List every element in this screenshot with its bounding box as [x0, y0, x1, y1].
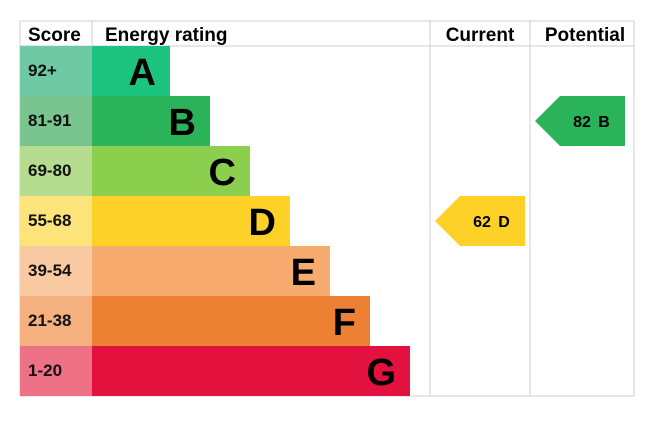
band-letter-d: D — [249, 202, 276, 244]
potential-rating-arrow: 82 B — [535, 96, 625, 146]
current-rating-arrow-value: 62 — [473, 214, 491, 231]
current-rating-arrow-band: D — [498, 214, 510, 231]
score-cell-c — [20, 146, 92, 196]
score-range-c: 69-80 — [28, 161, 71, 180]
header-current: Current — [446, 25, 515, 46]
score-range-g: 1-20 — [28, 361, 62, 380]
potential-rating-arrow-band: B — [598, 114, 610, 131]
band-bar-b — [92, 96, 210, 146]
score-cell-f — [20, 296, 92, 346]
score-cell-b — [20, 96, 92, 146]
header-score: Score — [28, 25, 81, 46]
band-bar-d — [92, 196, 290, 246]
band-letter-b: B — [169, 102, 196, 144]
band-bar-a — [92, 46, 170, 96]
score-cell-e — [20, 246, 92, 296]
score-cell-d — [20, 196, 92, 246]
potential-rating-arrow-shape — [535, 96, 625, 146]
band-bar-f — [92, 296, 370, 346]
score-cell-a — [20, 46, 92, 96]
rating-bands: 92+ A 81-91 B 69-80 C 55-68 D 39-54 E 21-38 F 1-20 G — [20, 46, 410, 396]
score-range-d: 55-68 — [28, 211, 71, 230]
current-rating-arrow-shape — [435, 196, 525, 246]
band-bar-g — [92, 346, 410, 396]
score-cell-g — [20, 346, 92, 396]
band-letter-f: F — [333, 302, 356, 344]
header-energy-rating: Energy rating — [105, 25, 227, 46]
band-letter-a: A — [129, 52, 156, 94]
header-potential: Potential — [545, 25, 625, 46]
band-bar-c — [92, 146, 250, 196]
potential-rating-arrow-value: 82 — [573, 114, 591, 131]
score-range-e: 39-54 — [28, 261, 72, 280]
score-range-f: 21-38 — [28, 311, 71, 330]
current-rating-arrow: 62 D — [435, 196, 525, 246]
score-range-b: 81-91 — [28, 111, 71, 130]
score-range-a: 92+ — [28, 61, 57, 80]
band-bar-e — [92, 246, 330, 296]
band-letter-g: G — [366, 352, 396, 394]
band-letter-e: E — [291, 252, 316, 294]
band-letter-c: C — [209, 152, 236, 194]
rating-arrows: 62 D 82 B — [435, 96, 625, 246]
